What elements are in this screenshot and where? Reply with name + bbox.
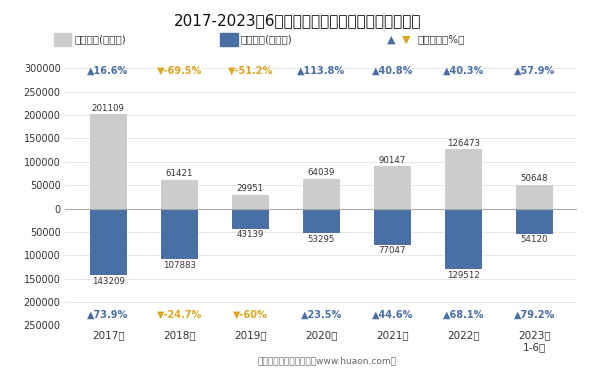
Bar [232, 209, 269, 229]
Bar [232, 194, 269, 209]
Text: 50648: 50648 [521, 174, 548, 183]
Text: 29951: 29951 [237, 184, 264, 193]
Text: 同比增速（%）: 同比增速（%） [418, 34, 465, 44]
Bar [90, 114, 127, 209]
Text: ▲44.6%: ▲44.6% [372, 310, 413, 320]
Text: 53295: 53295 [308, 235, 335, 244]
Text: ▲16.6%: ▲16.6% [87, 65, 129, 76]
Text: 77047: 77047 [378, 246, 406, 255]
Text: 126473: 126473 [447, 139, 480, 148]
Text: 54120: 54120 [521, 236, 548, 245]
Text: ▲79.2%: ▲79.2% [514, 310, 555, 320]
Bar [445, 209, 482, 269]
Bar [54, 33, 71, 46]
Text: ▼: ▼ [402, 34, 410, 44]
Text: 出口总额(万美元): 出口总额(万美元) [74, 34, 126, 44]
Text: ▼-60%: ▼-60% [233, 310, 268, 320]
Text: ▲113.8%: ▲113.8% [298, 65, 345, 76]
Text: 143209: 143209 [92, 277, 124, 286]
Bar [220, 33, 238, 46]
Bar [161, 180, 198, 209]
Text: 107883: 107883 [162, 261, 196, 270]
Text: 90147: 90147 [378, 156, 406, 165]
Text: 2017-2023年6月深圳机场保税物流中心进、出口额: 2017-2023年6月深圳机场保税物流中心进、出口额 [174, 13, 421, 28]
Bar [303, 209, 340, 233]
Bar [516, 185, 553, 209]
Text: 61421: 61421 [165, 169, 193, 178]
Text: ▲68.1%: ▲68.1% [443, 310, 484, 320]
Bar [445, 149, 482, 209]
Text: ▲57.9%: ▲57.9% [514, 65, 555, 76]
Text: 进口总额(万美元): 进口总额(万美元) [241, 34, 293, 44]
Text: 64039: 64039 [308, 168, 335, 177]
Text: ▲23.5%: ▲23.5% [300, 310, 342, 320]
Bar [374, 209, 411, 245]
Bar [516, 209, 553, 234]
Bar [90, 209, 127, 276]
Text: 129512: 129512 [447, 271, 480, 280]
Text: ▲40.3%: ▲40.3% [443, 65, 484, 76]
Text: 201109: 201109 [92, 104, 124, 113]
Bar [374, 166, 411, 209]
Text: ▲: ▲ [387, 34, 395, 44]
Text: ▼-51.2%: ▼-51.2% [228, 65, 273, 76]
Text: ▲40.8%: ▲40.8% [372, 65, 413, 76]
Text: ▲73.9%: ▲73.9% [87, 310, 129, 320]
Text: ▼-69.5%: ▼-69.5% [156, 65, 202, 76]
Bar [161, 209, 198, 259]
Text: 制图：华经产业研究院（www.huaon.com）: 制图：华经产业研究院（www.huaon.com） [258, 357, 397, 366]
Text: 43139: 43139 [237, 230, 264, 239]
Text: ▼-24.7%: ▼-24.7% [156, 310, 202, 320]
Bar [303, 178, 340, 209]
